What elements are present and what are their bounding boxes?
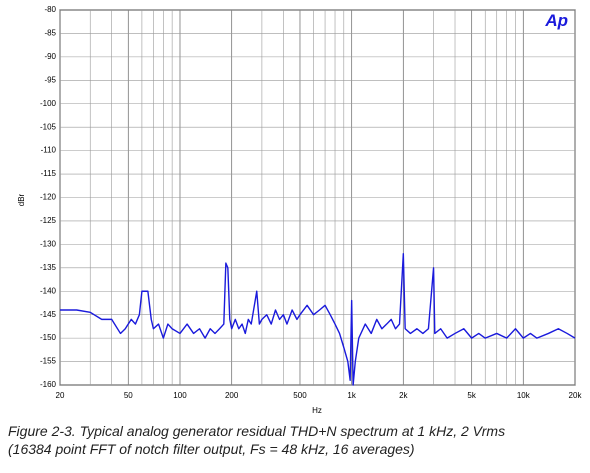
x-tick-label: 50 xyxy=(124,391,133,400)
y-tick-label: -150 xyxy=(40,333,57,342)
y-tick-label: -155 xyxy=(40,357,57,366)
spectrum-line xyxy=(60,253,576,386)
y-tick-label: -115 xyxy=(41,169,57,178)
y-tick-label: -110 xyxy=(41,146,57,155)
x-axis-label: Hz xyxy=(312,406,322,415)
y-tick-label: -125 xyxy=(40,216,57,225)
caption: (16384 point FFT of notch filter output,… xyxy=(8,441,415,457)
y-tick-label: -80 xyxy=(44,5,56,14)
caption: Figure 2-3. Typical analog generator res… xyxy=(8,423,505,439)
y-tick-label: -145 xyxy=(40,310,57,319)
y-tick-label: -90 xyxy=(44,52,56,61)
x-tick-label: 200 xyxy=(225,391,239,400)
x-tick-label: 10k xyxy=(517,391,531,400)
y-tick-label: -120 xyxy=(40,193,57,202)
y-tick-label: -160 xyxy=(40,380,57,389)
y-tick-label: -135 xyxy=(40,263,57,272)
x-tick-label: 20k xyxy=(569,391,583,400)
x-tick-label: 100 xyxy=(173,391,187,400)
y-axis-label: dBr xyxy=(17,193,26,206)
y-tick-label: -130 xyxy=(40,239,57,248)
y-tick-label: -85 xyxy=(44,29,56,38)
logo: Ap xyxy=(544,11,568,30)
y-tick-label: -105 xyxy=(40,122,57,131)
x-tick-label: 1k xyxy=(347,391,356,400)
y-tick-label: -100 xyxy=(40,99,57,108)
x-tick-label: 2k xyxy=(399,391,408,400)
x-tick-label: 500 xyxy=(293,391,307,400)
x-tick-label: 20 xyxy=(56,391,65,400)
y-tick-label: -95 xyxy=(44,75,56,84)
x-tick-label: 5k xyxy=(467,391,476,400)
y-tick-label: -140 xyxy=(40,286,57,295)
